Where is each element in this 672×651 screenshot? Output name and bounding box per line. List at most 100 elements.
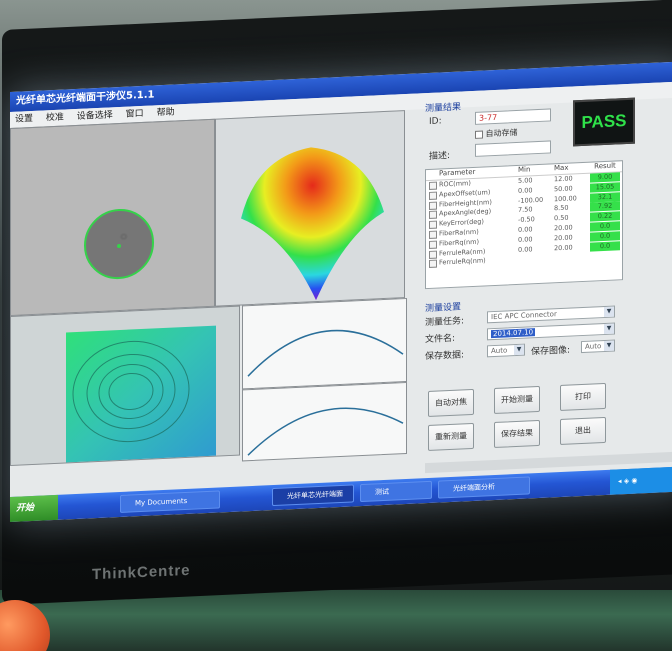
row-min: 0.00 [518,235,533,244]
parameter-table: Parameter Min Max Result ROC(mm) 5.00 12.0… [425,160,623,290]
save-image-value: Auto [585,342,602,351]
header-max: Max [554,163,569,173]
interferogram-image [11,119,215,316]
chevron-down-icon[interactable]: ▼ [604,323,614,335]
taskbar-item[interactable]: 光纤单芯光纤端面 [272,484,354,507]
row-result: 15.05 [590,182,620,193]
row-max: 20.00 [554,243,573,252]
chevron-down-icon[interactable]: ▼ [514,344,524,356]
save-image-select[interactable]: Auto ▼ [581,339,615,354]
row-min: 0.00 [518,186,533,195]
row-checkbox[interactable] [429,230,437,239]
row-name: ROC(mm) [439,179,471,189]
settings-title: 测量设置 [425,302,462,315]
row-min: -0.50 [518,215,535,225]
task-select[interactable]: IEC APC Connector ▼ [487,305,615,324]
monitor-screen: 光纤单芯光纤端面干涉仪5.1.1 设置 校准 设备选择 窗口 帮助 [10,61,672,523]
row-name: FiberHeight(nm) [439,197,492,209]
task-select-value: IEC APC Connector [491,310,557,322]
chevron-down-icon[interactable]: ▼ [604,306,614,318]
profile-y-curve [247,407,404,456]
row-max: 20.00 [554,223,573,233]
auto-focus-button[interactable]: 自动对焦 [428,388,474,418]
id-field[interactable]: 3-77 [475,108,551,125]
header-parameter: Parameter [439,167,476,178]
file-field[interactable]: 2014.07.10 ▼ [487,322,615,341]
surface-2d-image [66,325,216,463]
row-min: -100.00 [518,195,544,205]
settings-group: 测量设置 测量任务: IEC APC Connector ▼ 文件名: 2014… [425,292,635,372]
row-min: 5.00 [518,176,533,185]
row-name: FerruleRq(nm) [439,256,486,267]
save-data-select[interactable]: Auto ▼ [487,343,525,358]
results-title: 测量结果 [425,102,462,115]
exit-button[interactable]: 退出 [560,416,606,446]
window-title: 光纤单芯光纤端面干涉仪5.1.1 [16,89,155,107]
taskbar-item[interactable]: 光纤端面分析 [438,476,530,499]
row-max: 20.00 [554,233,573,243]
auto-save-checkbox[interactable] [475,130,483,139]
menu-window[interactable]: 窗口 [125,108,144,120]
row-name: KeyError(deg) [439,217,484,228]
menu-help[interactable]: 帮助 [156,107,175,119]
file-field-value: 2014.07.10 [491,328,536,339]
surface-2d-map[interactable] [10,305,240,466]
row-checkbox[interactable] [429,201,437,210]
row-checkbox[interactable] [429,211,437,220]
auto-save-row: 自动存储 [475,127,518,140]
row-checkbox[interactable] [429,240,437,249]
row-max: 12.00 [554,174,573,184]
row-result: 32.1 [590,191,620,203]
taskbar-item[interactable]: 测试 [360,480,432,503]
results-group: 测量结果 ID: 3-77 自动存储 描述: PASS Parameter Mi… [425,97,635,293]
row-name: FerruleRa(nm) [439,246,486,258]
profile-y-plot[interactable] [242,381,407,462]
row-result: 0.0 [590,231,620,242]
interferogram-view[interactable] [10,118,215,316]
desk-surface [0,590,672,651]
profile-x-plot[interactable] [242,297,407,390]
row-result: 0.0 [590,240,620,252]
row-result: 0.0 [590,221,620,232]
menu-settings[interactable]: 设置 [15,113,34,125]
row-result: 0.22 [590,211,620,222]
menu-calibrate[interactable]: 校准 [45,112,64,124]
desc-label: 描述: [429,151,451,162]
row-min: 0.00 [518,225,533,234]
row-checkbox[interactable] [429,181,437,190]
save-image-label: 保存图像: [531,345,571,358]
pass-status-indicator: PASS [573,97,635,147]
start-measure-button[interactable]: 开始测量 [494,385,540,415]
row-name: ApexAngle(deg) [439,207,492,218]
save-data-label: 保存数据: [425,350,465,363]
taskbar-item[interactable]: My Documents [120,490,220,514]
header-min: Min [518,165,531,174]
auto-save-label: 自动存储 [485,127,518,139]
chevron-down-icon[interactable]: ▼ [604,340,614,352]
row-min: 7.50 [518,205,533,215]
id-label: ID: [429,116,442,127]
print-button[interactable]: 打印 [560,382,606,412]
desc-field[interactable] [475,140,551,157]
row-max: 8.50 [554,204,569,213]
file-label: 文件名: [425,333,456,346]
row-checkbox[interactable] [429,191,437,200]
row-checkbox[interactable] [429,250,437,259]
row-result [590,251,620,261]
surface-3d-view[interactable] [215,110,405,307]
save-result-button[interactable]: 保存结果 [494,419,540,449]
row-max: 50.00 [554,184,573,194]
row-result: 7.92 [590,201,620,213]
row-name: ApexOffset(um) [439,187,491,199]
row-name: FiberRa(nm) [439,227,479,238]
row-checkbox[interactable] [429,220,437,230]
system-tray[interactable]: ◂ ◈ ◉ [610,466,672,495]
row-checkbox[interactable] [429,259,437,269]
surface-3d-plot [241,147,384,301]
save-data-value: Auto [491,346,508,356]
row-max: 100.00 [554,193,577,203]
profile-x-curve [247,329,404,377]
row-max: 0.50 [554,213,569,223]
remeasure-button[interactable]: 重新测量 [428,422,474,452]
start-button[interactable]: 开始 [10,494,58,522]
